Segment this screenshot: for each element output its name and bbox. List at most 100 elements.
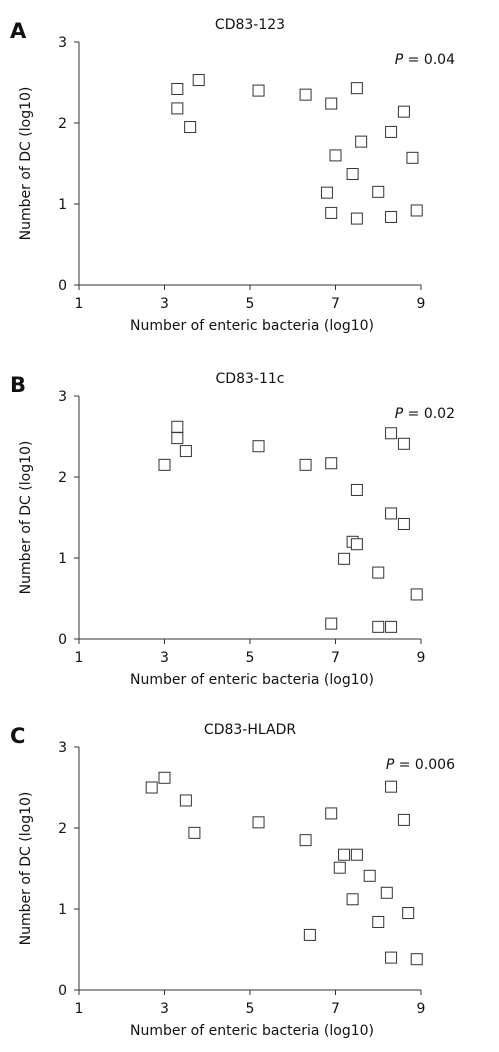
x-tick-label: 7 xyxy=(331,296,340,312)
data-point xyxy=(385,210,398,223)
y-axis-label: Number of DC (log10) xyxy=(18,441,34,595)
data-point xyxy=(188,826,201,839)
y-tick-label: 2 xyxy=(58,116,67,132)
y-tick-label: 1 xyxy=(58,551,67,567)
p-value-text: = 0.04 xyxy=(403,52,455,68)
data-point xyxy=(410,953,423,966)
data-point xyxy=(372,915,385,928)
data-point xyxy=(410,204,423,217)
y-axis-label: Number of DC (log10) xyxy=(18,87,34,241)
data-point xyxy=(385,780,398,793)
x-tick-label: 3 xyxy=(160,296,169,312)
x-tick-label: 5 xyxy=(246,1001,255,1017)
data-point xyxy=(338,848,351,861)
data-point xyxy=(252,816,265,829)
data-point xyxy=(252,440,265,453)
panel-letter: C xyxy=(10,724,25,748)
y-tick-label: 0 xyxy=(58,278,67,294)
x-tick-label: 5 xyxy=(246,650,255,666)
data-point xyxy=(179,445,192,458)
data-point xyxy=(158,771,171,784)
p-symbol: P xyxy=(386,757,395,773)
data-point xyxy=(338,552,351,565)
p-value-label: P = 0.04 xyxy=(395,52,455,68)
p-value-label: P = 0.006 xyxy=(386,757,455,773)
y-tick-label: 1 xyxy=(58,197,67,213)
data-point xyxy=(299,88,312,101)
data-point xyxy=(171,420,184,433)
data-point xyxy=(346,168,359,181)
chart-title: CD83-11c xyxy=(216,371,285,387)
p-value-text: = 0.02 xyxy=(403,406,455,422)
x-axis-label: Number of enteric bacteria (log10) xyxy=(130,672,374,688)
data-point xyxy=(397,105,410,118)
data-point xyxy=(346,893,359,906)
panel-letter: A xyxy=(10,19,27,43)
data-point xyxy=(385,125,398,138)
x-tick-label: 9 xyxy=(417,650,426,666)
x-tick-label: 9 xyxy=(417,1001,426,1017)
data-point xyxy=(397,437,410,450)
data-point xyxy=(350,82,363,95)
data-point xyxy=(171,82,184,95)
x-tick-label: 3 xyxy=(160,1001,169,1017)
p-value-label: P = 0.02 xyxy=(395,406,455,422)
data-point xyxy=(192,74,205,87)
data-point xyxy=(333,861,346,874)
data-point xyxy=(402,907,415,920)
y-tick-label: 3 xyxy=(58,389,67,405)
data-point xyxy=(385,620,398,633)
data-point xyxy=(385,951,398,964)
data-point xyxy=(350,848,363,861)
data-point xyxy=(184,121,197,134)
data-point xyxy=(325,617,338,630)
data-point xyxy=(325,206,338,219)
x-tick-label: 5 xyxy=(246,296,255,312)
data-point xyxy=(325,97,338,110)
data-point xyxy=(372,620,385,633)
y-tick-label: 3 xyxy=(58,35,67,51)
x-tick-label: 3 xyxy=(160,650,169,666)
y-tick-label: 3 xyxy=(58,740,67,756)
data-point xyxy=(325,807,338,820)
data-point xyxy=(380,886,393,899)
panel-letter: B xyxy=(10,373,26,397)
x-tick-label: 1 xyxy=(75,650,84,666)
data-point xyxy=(171,432,184,445)
y-axis-label: Number of DC (log10) xyxy=(18,792,34,946)
data-point xyxy=(299,458,312,471)
data-point xyxy=(325,457,338,470)
data-point xyxy=(363,869,376,882)
data-point xyxy=(158,458,171,471)
p-symbol: P xyxy=(395,52,404,68)
data-point xyxy=(372,566,385,579)
data-point xyxy=(406,151,419,164)
data-point xyxy=(350,538,363,551)
data-point xyxy=(350,483,363,496)
data-point xyxy=(355,135,368,148)
y-tick-label: 2 xyxy=(58,821,67,837)
data-point xyxy=(299,834,312,847)
data-point xyxy=(410,588,423,601)
p-value-text: = 0.006 xyxy=(394,757,455,773)
data-point xyxy=(145,781,158,794)
x-axis-label: Number of enteric bacteria (log10) xyxy=(130,1023,374,1039)
data-point xyxy=(320,186,333,199)
y-tick-label: 2 xyxy=(58,470,67,486)
data-point xyxy=(397,813,410,826)
x-tick-label: 9 xyxy=(417,296,426,312)
data-point xyxy=(372,185,385,198)
data-point xyxy=(329,149,342,162)
y-tick-label: 0 xyxy=(58,983,67,999)
data-point xyxy=(171,102,184,115)
x-tick-label: 7 xyxy=(331,650,340,666)
data-point xyxy=(350,212,363,225)
data-point xyxy=(397,517,410,530)
chart-title: CD83-HLADR xyxy=(204,722,296,738)
x-tick-label: 1 xyxy=(75,296,84,312)
x-tick-label: 1 xyxy=(75,1001,84,1017)
